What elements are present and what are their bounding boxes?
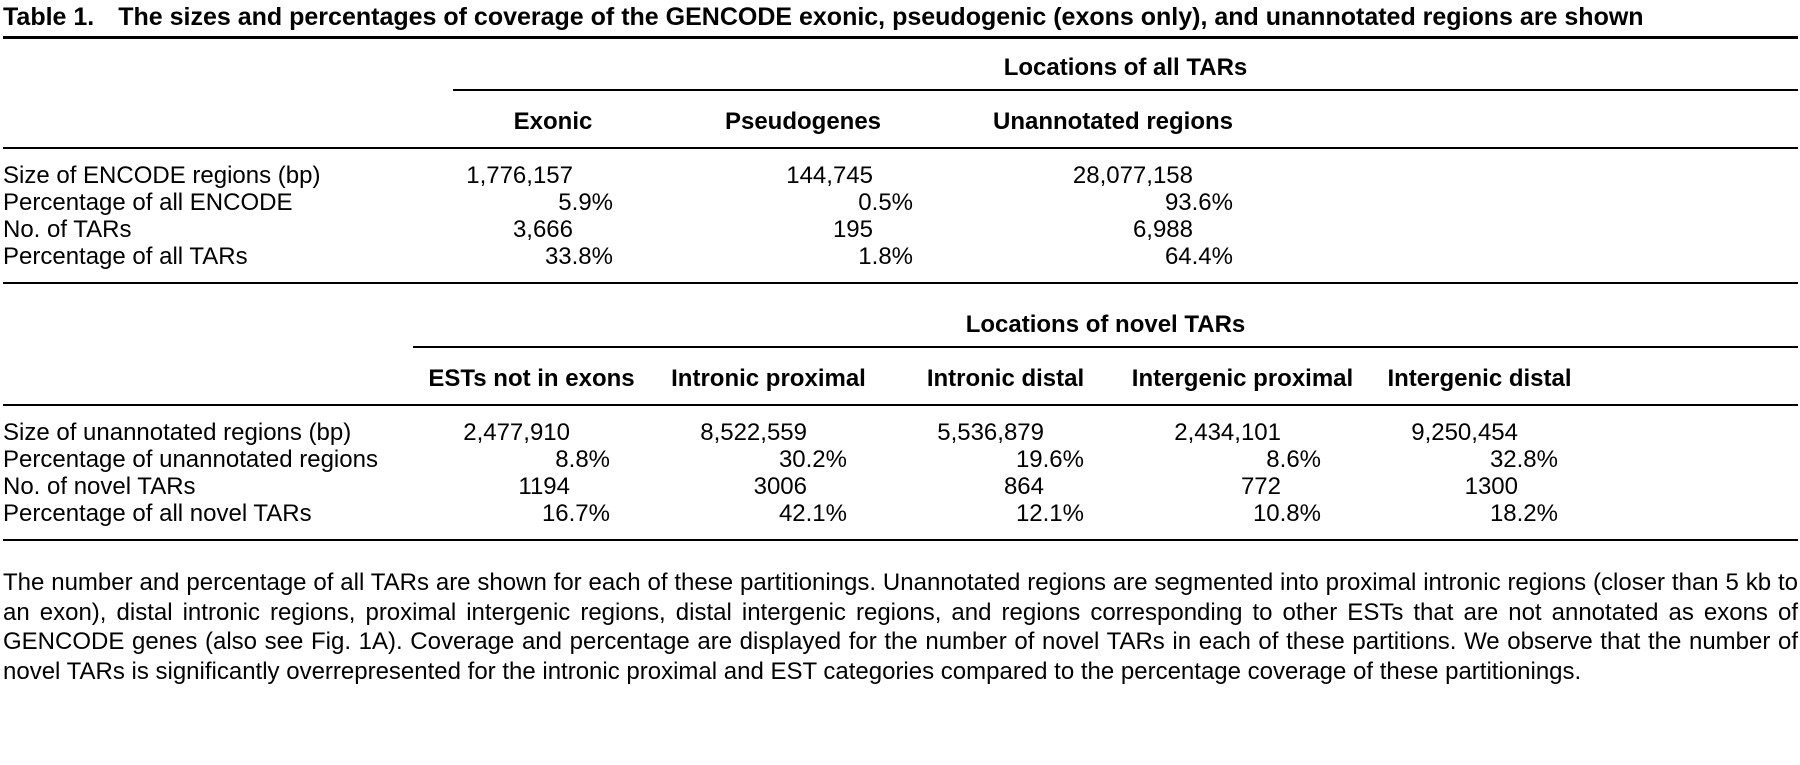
cell-value: 10.8% (1124, 500, 1361, 541)
cell-value: 3006 (753, 473, 807, 500)
row-label: Percentage of all ENCODE (3, 189, 293, 216)
novel-tars-table: Locations of novel TARs ESTs not in exon… (3, 284, 1798, 541)
row-label: No. of novel TARs (3, 473, 196, 500)
column-header-unannotated: Unannotated regions (953, 90, 1273, 149)
cell-value: 12.1% (887, 500, 1124, 541)
all-tars-table: Locations of all TARs Exonic Pseudogenes… (3, 39, 1798, 284)
column-header-intronic-distal: Intronic distal (887, 347, 1124, 406)
cell-value: 772 (1240, 473, 1281, 500)
cell-value: 30.2% (778, 446, 847, 473)
row-label: Percentage of all novel TARs (3, 500, 413, 541)
cell-value: 42.1% (650, 500, 887, 541)
cell-value: 8,522,559 (700, 419, 807, 446)
title-divider (3, 36, 1798, 39)
spacer-cell (3, 347, 413, 406)
column-header-pseudogenes: Pseudogenes (653, 90, 953, 149)
cell-value: 5,536,879 (937, 419, 1044, 446)
table-caption: The sizes and percentages of coverage of… (118, 3, 1644, 31)
spacer-cell (1273, 216, 1798, 243)
table-row: Size of ENCODE regions (bp) 1,776,157 14… (3, 148, 1798, 189)
spacer-cell (3, 90, 453, 149)
cell-value: 16.7% (413, 500, 650, 541)
column-header-ests: ESTs not in exons (413, 347, 650, 406)
cell-value: 6,988 (1132, 216, 1193, 243)
table-row: No. of TARs 3,666 195 6,988 (3, 216, 1798, 243)
cell-value: 8.8% (555, 446, 610, 473)
cell-value: 2,434,101 (1174, 419, 1281, 446)
column-header-row: Exonic Pseudogenes Unannotated regions (3, 90, 1798, 149)
spacer-cell (3, 284, 413, 347)
table-row: Percentage of all novel TARs 16.7% 42.1%… (3, 500, 1798, 541)
group-header-row: Locations of all TARs (3, 39, 1798, 91)
row-label: Size of ENCODE regions (bp) (3, 162, 321, 189)
row-label: Percentage of all TARs (3, 243, 453, 284)
spacer-cell (1273, 189, 1798, 216)
cell-value: 9,250,454 (1411, 419, 1518, 446)
cell-value: 864 (1003, 473, 1044, 500)
cell-value: 1.8% (653, 243, 953, 284)
group-header-novel-tars: Locations of novel TARs (413, 284, 1798, 348)
column-header-exonic: Exonic (453, 90, 653, 149)
cell-value: 18.2% (1361, 500, 1598, 541)
spacer-cell (1598, 500, 1798, 541)
cell-value: 28,077,158 (1072, 162, 1193, 189)
row-label: Size of unannotated regions (bp) (3, 419, 352, 446)
table-figure: Table 1. The sizes and percentages of cov… (3, 2, 1798, 685)
column-header-intergenic-distal: Intergenic distal (1361, 347, 1598, 406)
cell-value: 93.6% (1164, 189, 1233, 216)
cell-value: 33.8% (453, 243, 653, 284)
spacer-cell (1598, 405, 1798, 446)
table-number: Table 1. (3, 3, 95, 31)
row-label: Percentage of unannotated regions (3, 446, 378, 473)
spacer-cell (1273, 90, 1798, 149)
group-header-row: Locations of novel TARs (3, 284, 1798, 348)
column-header-intergenic-proximal: Intergenic proximal (1124, 347, 1361, 406)
table-row: Percentage of all ENCODE 5.9% 0.5% 93.6% (3, 189, 1798, 216)
table-title: Table 1. The sizes and percentages of cov… (3, 2, 1798, 36)
cell-value: 19.6% (1015, 446, 1084, 473)
spacer-cell (1598, 473, 1798, 500)
cell-value: 8.6% (1266, 446, 1321, 473)
table-row: Percentage of all TARs 33.8% 1.8% 64.4% (3, 243, 1798, 284)
spacer-cell (1598, 446, 1798, 473)
table-footnote: The number and percentage of all TARs ar… (3, 569, 1798, 685)
column-header-intronic-proximal: Intronic proximal (650, 347, 887, 406)
cell-value: 1,776,157 (466, 162, 573, 189)
table-row: Size of unannotated regions (bp) 2,477,9… (3, 405, 1798, 446)
cell-value: 2,477,910 (463, 419, 570, 446)
cell-value: 3,666 (512, 216, 573, 243)
cell-value: 195 (832, 216, 873, 243)
spacer-cell (1598, 347, 1798, 406)
group-header-all-tars: Locations of all TARs (453, 39, 1798, 91)
cell-value: 1194 (518, 473, 570, 500)
table-row: No. of novel TARs 1194 3006 864 772 1300 (3, 473, 1798, 500)
column-header-row: ESTs not in exons Intronic proximal Intr… (3, 347, 1798, 406)
table-row: Percentage of unannotated regions 8.8% 3… (3, 446, 1798, 473)
spacer-cell (1273, 243, 1798, 284)
cell-value: 144,745 (786, 162, 873, 189)
cell-value: 1300 (1464, 473, 1518, 500)
cell-value: 5.9% (558, 189, 613, 216)
spacer-cell (1273, 148, 1798, 189)
spacer-cell (3, 39, 453, 90)
row-label: No. of TARs (3, 216, 132, 243)
cell-value: 64.4% (953, 243, 1273, 284)
cell-value: 0.5% (858, 189, 913, 216)
cell-value: 32.8% (1489, 446, 1558, 473)
